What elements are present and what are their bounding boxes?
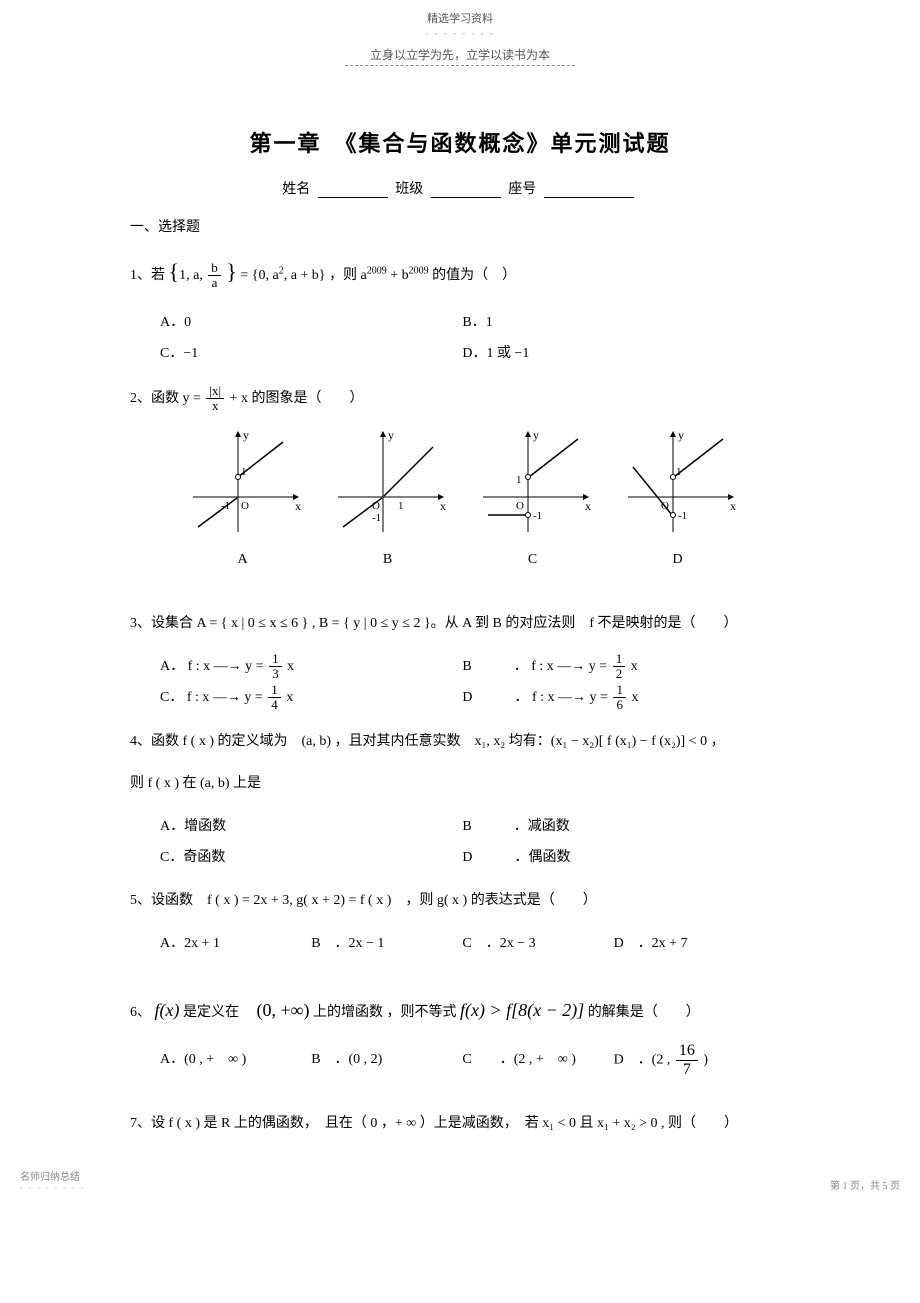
graph-d: x y O 1 -1 D <box>618 427 738 568</box>
q5-choice-d: D ．2x + 7 <box>614 929 765 960</box>
q6-choice-b: B ．(0 , 2) <box>311 1045 462 1076</box>
graph-c-svg: x y O 1 -1 <box>473 427 593 537</box>
q4-choice-a: A．增函数 <box>160 812 462 843</box>
svg-text:x: x <box>440 499 446 513</box>
q6-fx2: f(x) > f[8(x − 2)] <box>460 1000 584 1020</box>
svg-text:1: 1 <box>398 500 404 512</box>
q4-choices: A．增函数 B ．减函数 C．奇函数 D ．偶函数 <box>130 812 790 874</box>
svg-text:y: y <box>533 428 539 442</box>
svg-text:-1: -1 <box>533 510 542 522</box>
header-dots: - - - - - - - - <box>130 28 790 38</box>
svg-text:-1: -1 <box>372 512 381 524</box>
svg-text:y: y <box>388 428 394 442</box>
svg-text:-1: -1 <box>678 510 687 522</box>
q3-choices: A． f : x —→ y = 13 x B ． f : x —→ y = 12… <box>130 652 790 714</box>
svg-text:x: x <box>585 499 591 513</box>
svg-text:y: y <box>243 428 249 442</box>
graph-a: x y O -1 1 A <box>183 427 303 568</box>
blank-seat <box>544 183 634 198</box>
header-underline: 立身以立学为先，立学以读书为本 <box>345 46 575 66</box>
question-4-line1: 4、函数 f ( x ) 的定义域为 (a, b) ，且对其内任意实数 x₁, … <box>130 728 790 756</box>
q6-fx1: f(x) <box>155 1000 180 1020</box>
q4-choice-c: C．奇函数 <box>160 843 462 874</box>
svg-text:O: O <box>241 500 249 512</box>
svg-text:1: 1 <box>516 474 522 486</box>
q1-choices: A．0 B．1 C．−1 D．1 或 −1 <box>130 308 790 370</box>
question-5: 5、设函数 f ( x ) = 2x + 3, g( x + 2) = f ( … <box>130 887 790 915</box>
q6-choice-c: C ．(2 , + ∞ ) <box>462 1045 613 1076</box>
q4-choice-b: B ．减函数 <box>462 812 764 843</box>
q6-choice-a: A．(0 , + ∞ ) <box>160 1045 311 1076</box>
question-7: 7、设 f ( x ) 是 R 上的偶函数， 且在（ 0 ，+ ∞ ）上是减函数… <box>130 1110 790 1138</box>
label-name: 姓名 <box>282 182 310 197</box>
question-2: 2、函数 y = |x| x + x 的图象是（ ） <box>130 384 790 414</box>
q3-choice-d: D ． f : x —→ y = 16 x <box>462 683 764 714</box>
q5-choice-c: C ．2x − 3 <box>462 929 613 960</box>
question-6: 6、 f(x) 是定义在 (0, +∞) 上的增函数 ，则不等式 f(x) > … <box>130 992 790 1028</box>
svg-text:y: y <box>678 428 684 442</box>
graph-d-label: D <box>618 552 738 568</box>
question-4-line2: 则 f ( x ) 在 (a, b) 上是 <box>130 770 790 798</box>
footer-left: 名师归纳总结 - - - - - - - - <box>20 1168 85 1192</box>
graph-c-label: C <box>473 552 593 568</box>
q1-frac: b a <box>208 261 221 291</box>
q2-graphs: x y O -1 1 A x y O 1 -1 <box>170 427 750 568</box>
graph-b-svg: x y O 1 -1 <box>328 427 448 537</box>
label-seat: 座号 <box>508 182 536 197</box>
q3-choice-b: B ． f : x —→ y = 12 x <box>462 652 764 683</box>
q6-choices: A．(0 , + ∞ ) B ．(0 , 2) C ．(2 , + ∞ ) D … <box>130 1042 790 1078</box>
graph-a-svg: x y O -1 1 <box>183 427 303 537</box>
q6-choice-d: D ．(2 , 167 ) <box>614 1042 765 1078</box>
q5-choices: A．2x + 1 B ．2x − 1 C ．2x − 3 D ．2x + 7 <box>130 929 790 960</box>
chapter-title: 第一章 《集合与函数概念》单元测试题 <box>130 126 790 158</box>
graph-a-label: A <box>183 552 303 568</box>
footer-right: 第 1 页，共 5 页 <box>830 1177 900 1192</box>
q5-choice-b: B ．2x − 1 <box>311 929 462 960</box>
question-3: 3、设集合 A = { x | 0 ≤ x ≤ 6 } , B = { y | … <box>130 610 790 638</box>
q1-choice-c: C．−1 <box>160 339 462 370</box>
q4-choice-d: D ．偶函数 <box>462 843 764 874</box>
graph-d-svg: x y O 1 -1 <box>618 427 738 537</box>
q1-choice-a: A．0 <box>160 308 462 339</box>
svg-text:x: x <box>295 499 301 513</box>
blank-class <box>431 183 501 198</box>
graph-b: x y O 1 -1 B <box>328 427 448 568</box>
blank-name <box>318 183 388 198</box>
q6-domain: (0, +∞) <box>256 1000 309 1020</box>
graph-b-label: B <box>328 552 448 568</box>
section-1-head: 一、选择题 <box>130 216 790 236</box>
svg-text:O: O <box>516 500 524 512</box>
q1-choice-d: D．1 或 −1 <box>462 339 764 370</box>
label-class: 班级 <box>395 182 423 197</box>
q1-choice-b: B．1 <box>462 308 764 339</box>
q1-prefix: 1、若 <box>130 268 169 283</box>
q3-choice-a: A． f : x —→ y = 13 x <box>160 652 462 683</box>
graph-c: x y O 1 -1 C <box>473 427 593 568</box>
question-1: 1、若 {1, a, b a } = {0, a2, a + b} ，则 a20… <box>130 250 790 294</box>
name-line: 姓名 班级 座号 <box>130 178 790 198</box>
header-top: 精选学习资料 <box>130 10 790 26</box>
q3-choice-c: C． f : x —→ y = 14 x <box>160 683 462 714</box>
svg-text:x: x <box>730 499 736 513</box>
page-root: 精选学习资料 - - - - - - - - 立身以立学为先，立学以读书为本 第… <box>0 0 920 1212</box>
q5-choice-a: A．2x + 1 <box>160 929 311 960</box>
q2-frac: |x| x <box>206 384 224 414</box>
